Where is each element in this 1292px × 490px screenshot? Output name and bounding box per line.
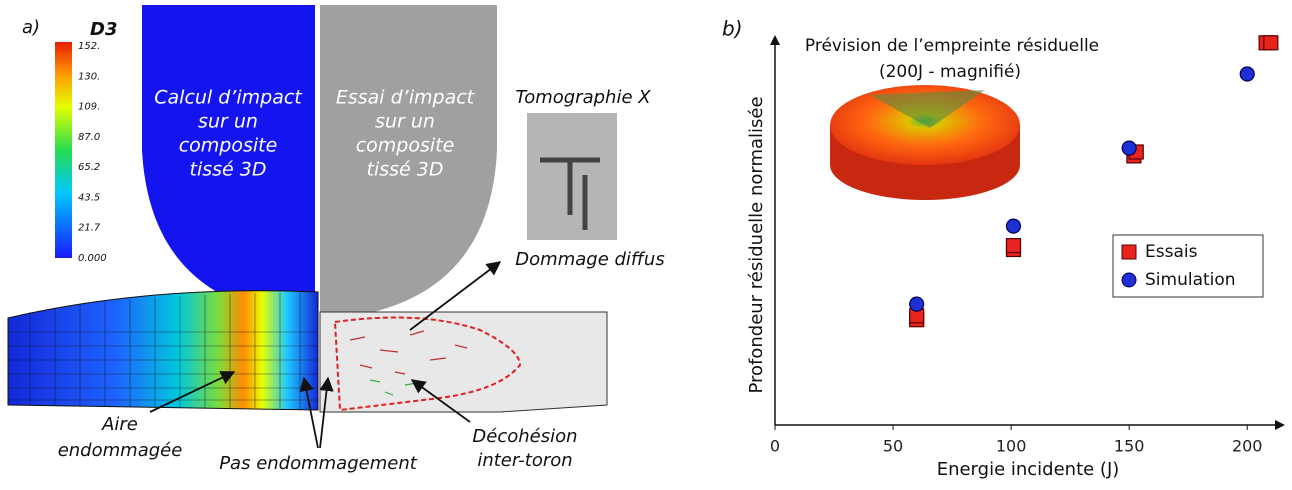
test-caption: composite <box>356 135 455 157</box>
damage-outline <box>333 316 522 412</box>
point <box>1005 238 1022 254</box>
decohesion-label: Décohésion <box>472 426 577 447</box>
legend-label: Simulation <box>1145 270 1236 290</box>
x-axis-label: Energie incidente (J) <box>937 459 1120 480</box>
cracks <box>349 330 468 375</box>
colorbar-label: 21.7 <box>78 223 101 234</box>
panel-a: a) D3 152.130.109.87.065.243.521.70.000 … <box>7 5 665 474</box>
sim-caption: Calcul d’impact <box>154 87 303 109</box>
chart-subtitle: (200J - magnifié) <box>879 62 1021 82</box>
point <box>1263 35 1279 51</box>
tomography-label: Tomographie X <box>515 87 651 108</box>
legend-box <box>1112 234 1264 298</box>
inset-indent <box>870 90 985 128</box>
colorbar-label: 152. <box>78 41 100 52</box>
legend-label: Essais <box>1145 242 1198 262</box>
point <box>1239 66 1255 82</box>
arrows <box>149 261 502 449</box>
colorbar-label: 130. <box>78 71 100 82</box>
simulated-plate <box>7 290 319 411</box>
x-tick-label: 100 <box>996 437 1027 456</box>
point <box>1005 218 1022 234</box>
colorbar-title: D3 <box>90 19 117 40</box>
sim-caption: composite <box>179 135 278 157</box>
colorbar <box>55 42 72 258</box>
legend-marker <box>1121 272 1137 288</box>
y-axis-label: Profondeur résiduelle normalisée <box>746 96 767 393</box>
y-axis-arrow <box>770 35 780 45</box>
point <box>909 296 925 312</box>
x-tick-label: 200 <box>1232 437 1263 456</box>
colorbar-label: 65.2 <box>78 162 100 173</box>
area-label: Aire <box>101 414 138 435</box>
legend-marker <box>1121 244 1137 260</box>
test-caption: Essai d’impact <box>336 87 476 109</box>
indenter-test <box>320 5 497 318</box>
colorbar-label: 43.5 <box>78 192 100 203</box>
indenter-simulation <box>142 5 315 318</box>
test-caption: tissé 3D <box>367 159 444 181</box>
x-tick-label: 50 <box>883 437 903 456</box>
point <box>1121 140 1137 156</box>
x-axis-arrow <box>1275 420 1285 430</box>
panel-b: 0 50 100 150 200 b) Prévision de l’empreinte r… <box>722 17 1285 480</box>
panel-label: b) <box>722 17 743 41</box>
x-tick-label: 0 <box>770 437 780 456</box>
sim-caption: tissé 3D <box>190 159 267 181</box>
sim-caption: sur un <box>198 111 258 133</box>
chart-title: Prévision de l’empreinte résiduelle <box>805 36 1099 56</box>
colorbar-label: 87.0 <box>78 132 100 143</box>
colorbar-label: 109. <box>78 102 100 113</box>
damage-label: Dommage diffus <box>515 249 664 270</box>
tomography-detail <box>540 157 600 230</box>
test-plate <box>319 311 608 413</box>
area-label: endommagée <box>58 440 183 461</box>
mesh <box>8 292 318 409</box>
test-caption: sur un <box>375 111 435 133</box>
panel-label: a) <box>22 17 40 38</box>
x-tick-label: 150 <box>1114 437 1145 456</box>
colorbar-label: 0.000 <box>78 253 107 264</box>
decohesion-label: inter-toron <box>477 450 572 471</box>
undamaged-label: Pas endommagement <box>219 453 418 474</box>
